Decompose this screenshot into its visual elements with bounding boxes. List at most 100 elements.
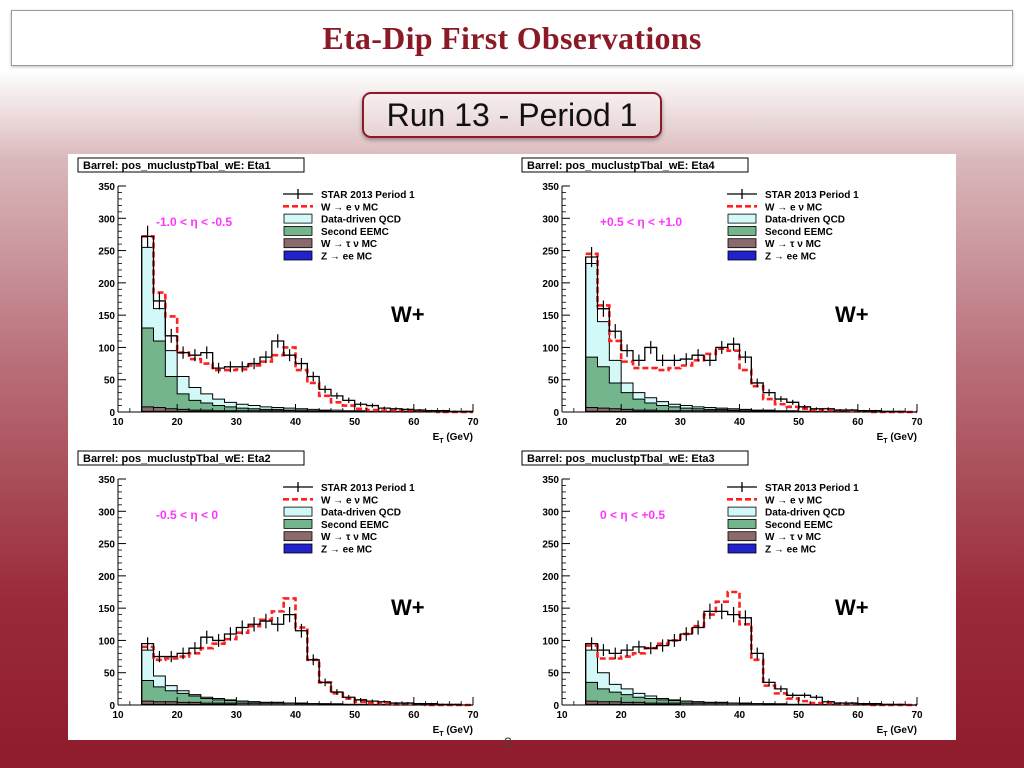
histogram-title-box [77,450,305,466]
charge-label: W+ [835,595,869,620]
legend-entry: Second EEMC [765,227,833,238]
y-tick-label: 250 [98,247,115,258]
y-tick-label: 200 [98,279,115,290]
y-tick-label: 150 [98,604,115,615]
x-tick-label: 50 [349,710,361,721]
histogram-eta2: Barrel: pos_muclustpTbal_wE: Eta2 0 50 100 1… [77,450,479,738]
legend-entry: Data-driven QCD [321,508,401,519]
histogram-title: Barrel: pos_muclustpTbal_wE: Eta3 [527,453,715,465]
legend-entry: W → e ν MC [765,202,822,213]
legend-entry: STAR 2013 Period 1 [321,190,415,201]
legend-entry: Second EEMC [321,520,389,531]
x-tick-label: 20 [616,417,628,428]
legend-entry: Data-driven QCD [765,508,845,519]
histogram-title: Barrel: pos_muclustpTbal_wE: Eta1 [83,160,271,172]
x-tick-label: 30 [675,710,687,721]
histogram-panel-eta1: Barrel: pos_muclustpTbal_wE: Eta1 0 50 100 1… [68,154,512,447]
legend-swatch [283,250,313,261]
legend-entry: Second EEMC [765,520,833,531]
legend-swatch [283,213,313,224]
legend-swatch [727,531,757,542]
star-data-line [585,256,917,413]
histogram-title: Barrel: pos_muclustpTbal_wE: Eta2 [83,453,271,465]
y-tick-label: 250 [542,540,559,551]
histogram-eta1: Barrel: pos_muclustpTbal_wE: Eta1 0 50 100 1… [77,157,479,445]
x-tick-label: 20 [172,417,184,428]
x-tick-label: 40 [734,710,746,721]
x-tick-label: 50 [793,417,805,428]
x-tick-label: 70 [911,710,923,721]
legend-entry: Data-driven QCD [321,215,401,226]
legend-swatch [727,226,757,236]
legend-entry: Z → ee MC [765,545,816,556]
legend-entry: W → τ ν MC [765,239,821,250]
x-tick-label: 50 [793,710,805,721]
x-tick-label: 60 [852,417,864,428]
w-enu-mc-line [141,235,473,414]
y-tick-label: 100 [542,343,559,354]
qcd-histogram [585,262,917,413]
histogram-panel-eta4: Barrel: pos_muclustpTbal_wE: Eta4 0 50 100 1… [512,154,956,447]
slide-title-box: Eta-Dip First Observations [11,10,1013,66]
y-tick-label: 0 [553,701,559,712]
y-tick-label: 250 [98,540,115,551]
histogram-title-box [77,157,305,173]
x-tick-label: 10 [112,417,124,428]
legend-swatch [727,506,757,517]
page-number: 2 [504,734,512,750]
x-tick-label: 10 [112,710,124,721]
run-period-box: Run 13 - Period 1 [362,92,662,138]
legend-swatch [283,506,313,517]
x-tick-label: 70 [911,417,923,428]
x-tick-label: 60 [408,417,420,428]
legend-swatch [283,531,313,542]
y-tick-label: 100 [98,343,115,354]
x-axis-label: ET (GeV) [877,432,917,445]
legend-entry: STAR 2013 Period 1 [765,190,859,201]
legend-swatch [727,250,757,261]
y-tick-label: 100 [98,636,115,647]
x-tick-label: 30 [675,417,687,428]
x-tick-label: 20 [172,710,184,721]
histogram-panel-eta3: Barrel: pos_muclustpTbal_wE: Eta3 0 50 100 1… [512,447,956,740]
legend-swatch [283,543,313,554]
histogram-title-box [521,450,749,466]
y-tick-label: 200 [98,572,115,583]
y-tick-label: 50 [548,376,560,387]
y-tick-label: 300 [542,507,559,518]
y-tick-label: 350 [98,475,115,486]
x-tick-label: 10 [556,417,568,428]
y-tick-label: 350 [542,182,559,193]
y-tick-label: 50 [548,669,560,680]
legend-entry: W → e ν MC [321,202,378,213]
y-tick-label: 100 [542,636,559,647]
legend-entry: STAR 2013 Period 1 [765,483,859,494]
x-tick-label: 40 [290,417,302,428]
eta-range-label: -1.0 < η < -0.5 [156,215,232,229]
y-tick-label: 150 [542,604,559,615]
legend-entry: Z → ee MC [765,252,816,263]
w-enu-mc-line [585,590,917,707]
y-tick-label: 150 [98,311,115,322]
plots-area: Barrel: pos_muclustpTbal_wE: Eta1 0 50 100 1… [68,154,956,740]
y-tick-label: 50 [104,669,116,680]
eta-range-label: +0.5 < η < +1.0 [600,215,682,229]
y-tick-label: 200 [542,572,559,583]
w-enu-mc-line [585,252,917,414]
x-tick-label: 30 [231,417,243,428]
legend-entry: W → τ ν MC [321,532,377,543]
x-tick-label: 70 [467,710,479,721]
x-axis-label: ET (GeV) [433,725,473,738]
legend-entry: W → τ ν MC [765,532,821,543]
y-tick-label: 0 [109,408,115,419]
x-tick-label: 70 [467,417,479,428]
x-tick-label: 60 [852,710,864,721]
x-tick-label: 50 [349,417,361,428]
histogram-eta4: Barrel: pos_muclustpTbal_wE: Eta4 0 50 100 1… [521,157,923,445]
legend-entry: Z → ee MC [321,545,372,556]
legend-entry: W → e ν MC [321,495,378,506]
y-tick-label: 250 [542,247,559,258]
y-tick-label: 0 [553,408,559,419]
legend-entry: Z → ee MC [321,252,372,263]
legend-swatch [283,226,313,236]
